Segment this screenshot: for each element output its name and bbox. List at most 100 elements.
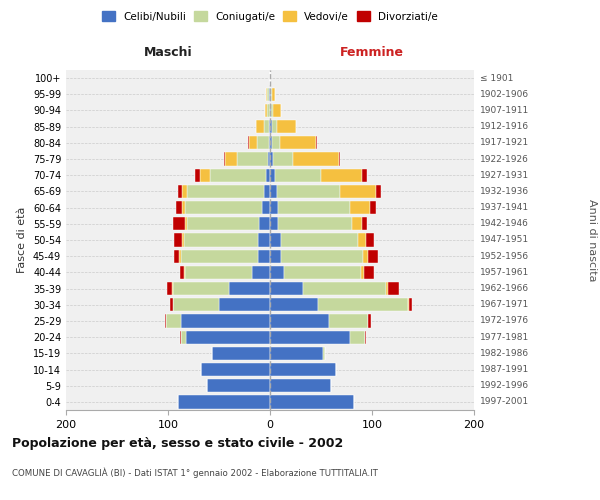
Bar bbox=[278, 217, 352, 230]
Bar bbox=[365, 330, 366, 344]
Text: 1977-1981: 1977-1981 bbox=[480, 332, 529, 342]
Bar bbox=[361, 266, 364, 279]
Text: 1947-1951: 1947-1951 bbox=[480, 236, 529, 244]
Bar bbox=[352, 217, 362, 230]
Text: 1927-1931: 1927-1931 bbox=[480, 170, 529, 179]
Text: 1982-1986: 1982-1986 bbox=[480, 349, 529, 358]
Bar bbox=[266, 168, 270, 182]
Text: Anni di nascita: Anni di nascita bbox=[587, 198, 597, 281]
Text: 1902-1906: 1902-1906 bbox=[480, 90, 529, 99]
Text: 1987-1991: 1987-1991 bbox=[480, 365, 529, 374]
Text: 1972-1976: 1972-1976 bbox=[480, 316, 529, 326]
Bar bbox=[366, 234, 374, 246]
Bar bbox=[270, 396, 353, 408]
Bar bbox=[363, 250, 368, 263]
Bar bbox=[293, 152, 340, 166]
Bar bbox=[194, 168, 200, 182]
Text: 1967-1971: 1967-1971 bbox=[480, 300, 529, 310]
Bar bbox=[269, 136, 270, 149]
Bar bbox=[172, 282, 173, 295]
Bar bbox=[409, 298, 412, 312]
Bar bbox=[256, 120, 264, 134]
Bar bbox=[362, 217, 367, 230]
Bar bbox=[173, 282, 229, 295]
Bar bbox=[166, 314, 181, 328]
Bar bbox=[318, 298, 408, 312]
Text: 1957-1961: 1957-1961 bbox=[480, 268, 529, 277]
Bar bbox=[176, 201, 182, 214]
Bar bbox=[370, 201, 376, 214]
Bar bbox=[180, 266, 184, 279]
Bar bbox=[270, 120, 272, 134]
Bar bbox=[340, 185, 376, 198]
Text: 1912-1916: 1912-1916 bbox=[480, 122, 529, 131]
Bar bbox=[264, 185, 270, 198]
Bar bbox=[264, 120, 269, 134]
Bar bbox=[270, 152, 273, 166]
Bar bbox=[271, 104, 273, 117]
Bar bbox=[185, 266, 251, 279]
Bar bbox=[272, 136, 280, 149]
Bar bbox=[257, 136, 269, 149]
Bar bbox=[273, 152, 293, 166]
Bar bbox=[182, 201, 185, 214]
Bar bbox=[229, 282, 270, 295]
Bar bbox=[270, 168, 275, 182]
Bar bbox=[302, 282, 386, 295]
Bar bbox=[350, 201, 370, 214]
Text: Maschi: Maschi bbox=[143, 46, 193, 59]
Bar bbox=[270, 314, 329, 328]
Bar bbox=[388, 282, 398, 295]
Text: Popolazione per età, sesso e stato civile - 2002: Popolazione per età, sesso e stato civil… bbox=[12, 438, 343, 450]
Bar bbox=[270, 201, 278, 214]
Bar bbox=[270, 217, 278, 230]
Bar bbox=[187, 185, 264, 198]
Bar bbox=[270, 104, 271, 117]
Bar bbox=[270, 282, 302, 295]
Bar bbox=[269, 88, 270, 101]
Bar bbox=[212, 346, 270, 360]
Bar bbox=[281, 234, 358, 246]
Bar bbox=[267, 88, 269, 101]
Bar bbox=[277, 120, 296, 134]
Bar bbox=[323, 346, 325, 360]
Bar bbox=[376, 185, 381, 198]
Bar bbox=[178, 185, 182, 198]
Bar bbox=[173, 217, 185, 230]
Bar bbox=[200, 168, 210, 182]
Bar bbox=[278, 201, 350, 214]
Bar bbox=[272, 120, 277, 134]
Bar bbox=[248, 136, 257, 149]
Bar bbox=[358, 234, 366, 246]
Text: 1992-1996: 1992-1996 bbox=[480, 381, 529, 390]
Bar bbox=[219, 298, 270, 312]
Bar bbox=[269, 120, 270, 134]
Text: 1937-1941: 1937-1941 bbox=[480, 203, 529, 212]
Bar bbox=[270, 88, 271, 101]
Bar bbox=[210, 168, 266, 182]
Bar bbox=[267, 104, 270, 117]
Text: 1942-1946: 1942-1946 bbox=[480, 220, 529, 228]
Bar bbox=[180, 330, 181, 344]
Bar bbox=[321, 168, 362, 182]
Bar bbox=[224, 152, 225, 166]
Bar bbox=[271, 88, 272, 101]
Bar bbox=[181, 330, 187, 344]
Bar bbox=[174, 234, 182, 246]
Bar bbox=[270, 346, 323, 360]
Bar bbox=[185, 217, 187, 230]
Text: 1917-1921: 1917-1921 bbox=[480, 138, 529, 147]
Bar bbox=[270, 250, 281, 263]
Bar bbox=[200, 363, 270, 376]
Text: 1952-1956: 1952-1956 bbox=[480, 252, 529, 260]
Text: COMUNE DI CAVAGLIÀ (BI) - Dati ISTAT 1° gennaio 2002 - Elaborazione TUTTITALIA.I: COMUNE DI CAVAGLIÀ (BI) - Dati ISTAT 1° … bbox=[12, 468, 378, 478]
Bar bbox=[270, 234, 281, 246]
Bar bbox=[174, 250, 179, 263]
Text: 1907-1911: 1907-1911 bbox=[480, 106, 529, 115]
Bar bbox=[368, 314, 371, 328]
Bar bbox=[284, 266, 361, 279]
Bar bbox=[270, 298, 318, 312]
Bar bbox=[182, 234, 184, 246]
Bar bbox=[408, 298, 409, 312]
Bar bbox=[259, 217, 270, 230]
